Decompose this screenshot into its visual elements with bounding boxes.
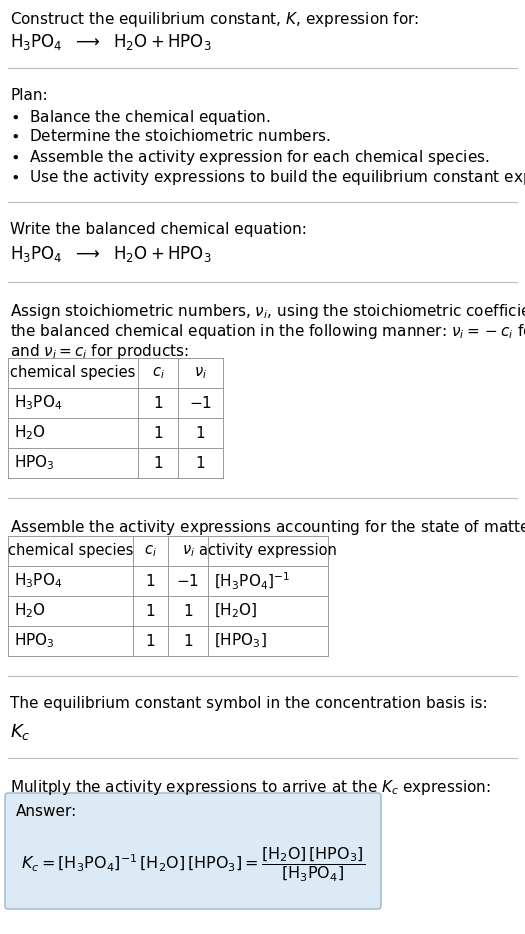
Text: $\mathrm{H_3PO_4}$  $\longrightarrow$  $\mathrm{H_2O + HPO_3}$: $\mathrm{H_3PO_4}$ $\longrightarrow$ $\m… xyxy=(10,32,212,52)
Text: 1: 1 xyxy=(196,456,205,471)
Text: $K_c = [\mathrm{H_3PO_4}]^{-1}\,[\mathrm{H_2O}]\,[\mathrm{HPO_3}] = \dfrac{[\mat: $K_c = [\mathrm{H_3PO_4}]^{-1}\,[\mathrm… xyxy=(21,846,365,884)
Text: $\mathrm{H_3PO_4}$: $\mathrm{H_3PO_4}$ xyxy=(14,393,62,412)
Text: 1: 1 xyxy=(153,395,163,411)
Text: $\mathrm{HPO_3}$: $\mathrm{HPO_3}$ xyxy=(14,631,55,650)
Text: $\nu_i$: $\nu_i$ xyxy=(182,544,194,559)
Text: activity expression: activity expression xyxy=(199,544,337,559)
Text: the balanced chemical equation in the following manner: $\nu_i = -c_i$ for react: the balanced chemical equation in the fo… xyxy=(10,322,525,341)
Text: $-1$: $-1$ xyxy=(189,395,212,411)
Text: $\mathrm{H_3PO_4}$: $\mathrm{H_3PO_4}$ xyxy=(14,572,62,590)
Text: $\nu_i$: $\nu_i$ xyxy=(194,365,207,381)
Text: chemical species: chemical species xyxy=(10,365,135,380)
Text: 1: 1 xyxy=(146,603,155,618)
Text: 1: 1 xyxy=(153,456,163,471)
Text: 1: 1 xyxy=(146,573,155,588)
Text: Plan:: Plan: xyxy=(10,88,48,103)
Text: Answer:: Answer: xyxy=(16,804,77,819)
Text: $[\mathrm{H_3PO_4}]^{-1}$: $[\mathrm{H_3PO_4}]^{-1}$ xyxy=(214,571,290,591)
Text: Write the balanced chemical equation:: Write the balanced chemical equation: xyxy=(10,222,307,237)
Text: and $\nu_i = c_i$ for products:: and $\nu_i = c_i$ for products: xyxy=(10,342,189,361)
Text: Assemble the activity expressions accounting for the state of matter and $\nu_i$: Assemble the activity expressions accoun… xyxy=(10,518,525,537)
Text: 1: 1 xyxy=(146,633,155,648)
Text: $\mathrm{H_3PO_4}$  $\longrightarrow$  $\mathrm{H_2O + HPO_3}$: $\mathrm{H_3PO_4}$ $\longrightarrow$ $\m… xyxy=(10,244,212,264)
Text: $\mathrm{H_2O}$: $\mathrm{H_2O}$ xyxy=(14,601,46,620)
Text: 1: 1 xyxy=(196,426,205,441)
Text: $c_i$: $c_i$ xyxy=(152,365,164,381)
Text: $\bullet$  Balance the chemical equation.: $\bullet$ Balance the chemical equation. xyxy=(10,108,271,127)
Text: $\bullet$  Determine the stoichiometric numbers.: $\bullet$ Determine the stoichiometric n… xyxy=(10,128,331,144)
Text: The equilibrium constant symbol in the concentration basis is:: The equilibrium constant symbol in the c… xyxy=(10,696,488,711)
Text: $\bullet$  Use the activity expressions to build the equilibrium constant expres: $\bullet$ Use the activity expressions t… xyxy=(10,168,525,187)
Text: Assign stoichiometric numbers, $\nu_i$, using the stoichiometric coefficients, $: Assign stoichiometric numbers, $\nu_i$, … xyxy=(10,302,525,321)
Text: $[\mathrm{H_2O}]$: $[\mathrm{H_2O}]$ xyxy=(214,601,258,620)
Text: $\mathrm{HPO_3}$: $\mathrm{HPO_3}$ xyxy=(14,454,55,473)
FancyBboxPatch shape xyxy=(5,793,381,909)
Text: 1: 1 xyxy=(183,633,193,648)
Text: $-1$: $-1$ xyxy=(176,573,200,589)
Text: $c_i$: $c_i$ xyxy=(144,544,157,559)
Text: $\mathrm{H_2O}$: $\mathrm{H_2O}$ xyxy=(14,424,46,443)
Text: $K_c$: $K_c$ xyxy=(10,722,30,742)
Text: 1: 1 xyxy=(153,426,163,441)
Text: $[\mathrm{HPO_3}]$: $[\mathrm{HPO_3}]$ xyxy=(214,631,267,650)
Text: chemical species: chemical species xyxy=(8,544,133,559)
Text: $\bullet$  Assemble the activity expression for each chemical species.: $\bullet$ Assemble the activity expressi… xyxy=(10,148,490,167)
Text: Construct the equilibrium constant, $K$, expression for:: Construct the equilibrium constant, $K$,… xyxy=(10,10,419,29)
Text: Mulitply the activity expressions to arrive at the $K_c$ expression:: Mulitply the activity expressions to arr… xyxy=(10,778,491,797)
Text: 1: 1 xyxy=(183,603,193,618)
